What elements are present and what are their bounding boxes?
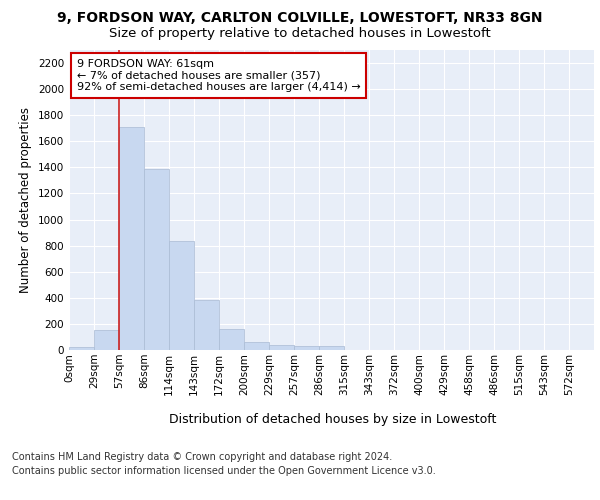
Bar [69, 348, 94, 350]
Bar [319, 346, 344, 350]
Bar [219, 329, 244, 350]
Bar [269, 346, 294, 350]
Text: Contains HM Land Registry data © Crown copyright and database right 2024.: Contains HM Land Registry data © Crown c… [12, 452, 392, 462]
Bar [169, 241, 194, 350]
Y-axis label: Number of detached properties: Number of detached properties [19, 107, 32, 293]
Bar [244, 342, 269, 350]
Text: Size of property relative to detached houses in Lowestoft: Size of property relative to detached ho… [109, 28, 491, 40]
Bar [144, 168, 169, 350]
Text: Distribution of detached houses by size in Lowestoft: Distribution of detached houses by size … [169, 412, 497, 426]
Text: 9, FORDSON WAY, CARLTON COLVILLE, LOWESTOFT, NR33 8GN: 9, FORDSON WAY, CARLTON COLVILLE, LOWEST… [57, 12, 543, 26]
Text: Contains public sector information licensed under the Open Government Licence v3: Contains public sector information licen… [12, 466, 436, 476]
Bar [294, 346, 319, 350]
Text: 9 FORDSON WAY: 61sqm
← 7% of detached houses are smaller (357)
92% of semi-detac: 9 FORDSON WAY: 61sqm ← 7% of detached ho… [77, 59, 361, 92]
Bar [194, 300, 219, 350]
Bar [94, 330, 119, 350]
Bar [119, 127, 144, 350]
